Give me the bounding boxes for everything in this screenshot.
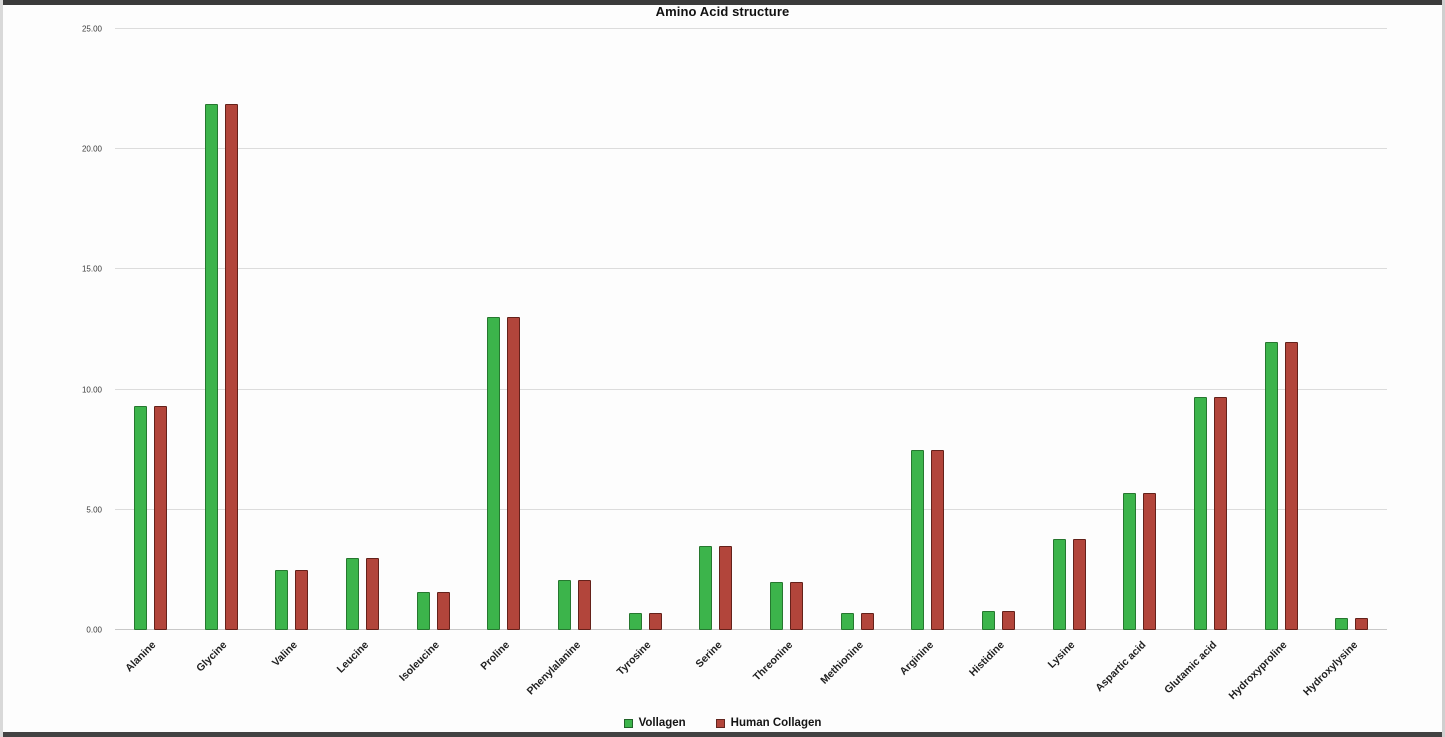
bar-human-collagen-tyrosine xyxy=(648,613,662,630)
bar-vollagen-arginine xyxy=(911,449,925,630)
y-tick-label: 25.00 xyxy=(81,24,102,34)
bar-human-collagen-glutamic-acid xyxy=(1213,396,1227,630)
y-tick-label: 20.00 xyxy=(81,144,102,154)
bar-human-collagen-valine xyxy=(295,569,309,630)
bar-group-proline: Proline xyxy=(468,29,539,673)
bar-groups: Alanine Glycine Valine Leucine Isoleucine Pro… xyxy=(115,29,1387,702)
bar-human-collagen-arginine xyxy=(931,449,945,630)
photo-border-top xyxy=(0,0,1445,5)
x-axis-label: Lysine xyxy=(1045,639,1078,671)
bar-group-methionine: Methionine xyxy=(818,29,893,687)
bar-vollagen-serine xyxy=(699,545,713,630)
x-axis-label: Threonine xyxy=(750,639,795,684)
bar-vollagen-leucine xyxy=(345,557,359,630)
bar-human-collagen-histidine xyxy=(1001,610,1015,630)
x-axis-label: Histidine xyxy=(967,639,1007,679)
bar-vollagen-tyrosine xyxy=(628,613,642,630)
bar-group-lysine: Lysine xyxy=(1034,29,1105,671)
chart-legend: Vollagen Human Collagen xyxy=(0,717,1445,729)
bar-group-aspartic-acid: Aspartic acid xyxy=(1093,29,1175,694)
gridline-20 xyxy=(115,148,1387,150)
photo-border-bottom xyxy=(0,732,1445,737)
legend-item-human-collagen: Human Collagen xyxy=(715,717,822,729)
x-axis-label: Phenylalanine xyxy=(524,639,583,698)
bar-human-collagen-leucine xyxy=(365,557,379,630)
x-axis-label: Hydroxylysine xyxy=(1300,639,1361,699)
bar-human-collagen-threonine xyxy=(789,581,803,630)
bar-human-collagen-methionine xyxy=(860,613,874,630)
legend-label: Human Collagen xyxy=(730,717,822,729)
bar-group-valine: Valine xyxy=(256,29,327,669)
bar-vollagen-hydroxyproline xyxy=(1264,341,1278,630)
bar-group-leucine: Leucine xyxy=(327,29,398,676)
bar-vollagen-hydroxylysine xyxy=(1335,617,1349,630)
bar-human-collagen-glycine xyxy=(224,103,238,630)
bar-vollagen-glycine xyxy=(204,103,218,630)
bar-vollagen-histidine xyxy=(981,610,995,630)
bar-group-arginine: Arginine xyxy=(892,29,963,678)
bar-vollagen-methionine xyxy=(840,613,854,630)
gridline-25 xyxy=(115,28,1387,29)
x-axis-label: Isoleucine xyxy=(396,639,442,684)
y-tick-label: 5.00 xyxy=(86,505,102,515)
y-tick-label: 10.00 xyxy=(81,385,102,395)
bar-vollagen-aspartic-acid xyxy=(1123,492,1137,630)
bar-group-histidine: Histidine xyxy=(963,29,1034,679)
bar-vollagen-threonine xyxy=(769,581,783,630)
bar-human-collagen-lysine xyxy=(1072,538,1086,630)
bar-group-threonine: Threonine xyxy=(750,29,822,683)
x-axis-label: Leucine xyxy=(334,639,371,676)
bar-group-alanine: Alanine xyxy=(115,29,186,674)
chart-title: Amino Acid structure xyxy=(655,4,790,19)
bar-vollagen-glutamic-acid xyxy=(1193,396,1207,630)
bar-group-phenylalanine: Phenylalanine xyxy=(524,29,610,697)
plot-area: 0.00 5.00 10.00 15.00 20.00 25.00 Alanine Glyc… xyxy=(82,25,1387,702)
photo-border-left xyxy=(0,0,3,737)
x-axis-label: Hydroxyproline xyxy=(1226,639,1290,702)
x-axis-label: Glycine xyxy=(194,639,230,675)
bar-vollagen-lysine xyxy=(1052,538,1066,630)
x-axis-label: Valine xyxy=(270,639,301,669)
legend-label: Vollagen xyxy=(638,717,686,729)
bar-vollagen-proline xyxy=(487,317,501,630)
bar-group-glutamic-acid: Glutamic acid xyxy=(1162,29,1246,696)
legend-item-vollagen: Vollagen xyxy=(623,717,686,729)
legend-swatch-icon xyxy=(715,718,725,728)
x-axis-label: Methionine xyxy=(817,639,866,687)
x-axis-label: Glutamic acid xyxy=(1161,639,1219,697)
gridline-15 xyxy=(115,268,1387,270)
x-axis-label: Arginine xyxy=(897,639,937,678)
bar-group-glycine: Glycine xyxy=(186,29,257,674)
gridline-5 xyxy=(115,508,1387,510)
bar-human-collagen-alanine xyxy=(153,406,167,630)
x-axis-label: Aspartic acid xyxy=(1093,639,1149,695)
bar-group-hydroxylysine: Hydroxylysine xyxy=(1301,29,1387,698)
bar-group-serine: Serine xyxy=(680,29,751,670)
bar-human-collagen-hydroxyproline xyxy=(1284,341,1298,630)
x-axis-label: Proline xyxy=(478,639,513,673)
bar-human-collagen-hydroxylysine xyxy=(1355,617,1369,630)
photo-border-right xyxy=(1442,0,1445,737)
legend-swatch-icon xyxy=(623,718,633,728)
bar-human-collagen-serine xyxy=(719,545,733,630)
bar-human-collagen-phenylalanine xyxy=(577,579,591,630)
y-tick-label: 0.00 xyxy=(86,625,102,635)
bar-human-collagen-isoleucine xyxy=(436,591,450,630)
x-axis-label: Alanine xyxy=(123,639,159,675)
bar-vollagen-phenylalanine xyxy=(557,579,571,630)
x-axis-label: Tyrosine xyxy=(614,639,654,678)
bar-human-collagen-proline xyxy=(507,317,521,630)
bar-group-hydroxyproline: Hydroxyproline xyxy=(1227,29,1317,702)
bar-human-collagen-aspartic-acid xyxy=(1143,492,1157,630)
bar-vollagen-valine xyxy=(275,569,289,630)
bar-group-tyrosine: Tyrosine xyxy=(610,29,681,678)
bar-vollagen-alanine xyxy=(133,406,147,630)
bar-vollagen-isoleucine xyxy=(416,591,430,630)
bar-group-isoleucine: Isoleucine xyxy=(397,29,469,684)
gridline-0 xyxy=(115,629,1387,630)
y-tick-label: 15.00 xyxy=(81,264,102,274)
gridline-10 xyxy=(115,388,1387,390)
x-axis-label: Serine xyxy=(693,639,725,671)
